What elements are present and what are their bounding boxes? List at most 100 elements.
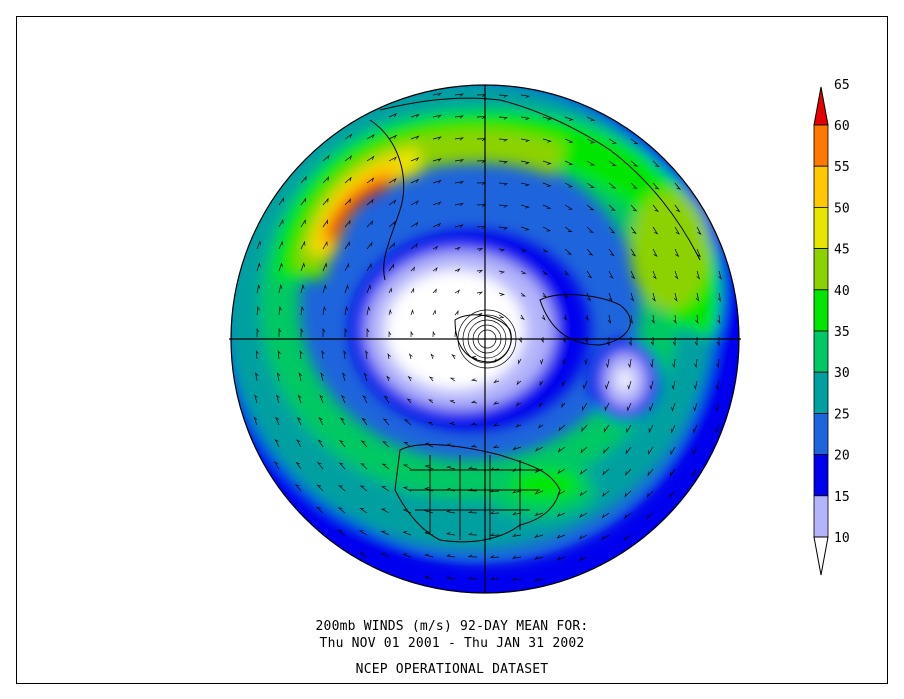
wind-arrow	[652, 226, 659, 235]
wind-arrow	[410, 135, 420, 140]
wind-arrow	[274, 439, 280, 448]
wind-arrow	[339, 440, 346, 448]
wind-arrow	[718, 270, 722, 280]
wind-arrow	[493, 401, 500, 405]
caption-line-3: NCEP OPERATIONAL DATASET	[355, 662, 549, 677]
colorbar-swatch	[813, 248, 829, 291]
wind-arrow	[476, 269, 484, 274]
wind-arrow	[410, 330, 414, 338]
wind-arrow	[299, 349, 303, 360]
wind-arrow	[380, 508, 390, 514]
wind-arrow	[694, 358, 698, 369]
wind-arrow	[539, 380, 544, 387]
wind-arrow	[423, 575, 434, 580]
wind-arrow	[601, 512, 610, 519]
wind-arrow	[715, 402, 720, 412]
wind-arrow	[256, 240, 262, 250]
wind-arrow	[542, 292, 548, 298]
wind-arrow	[670, 446, 676, 456]
wind-arrow	[410, 157, 420, 162]
wind-arrow	[715, 424, 720, 434]
wind-arrow	[366, 198, 374, 206]
wind-arrow	[630, 226, 637, 234]
wind-arrow	[410, 200, 419, 206]
wind-arrow	[432, 201, 442, 206]
wind-arrow	[322, 327, 326, 338]
wind-arrow	[625, 446, 632, 455]
wind-arrow	[454, 202, 464, 207]
wind-arrow	[542, 182, 552, 187]
wind-arrow	[366, 220, 374, 228]
wind-arrow	[607, 314, 612, 324]
wind-arrow	[278, 218, 284, 228]
wind-arrow	[564, 116, 574, 121]
wind-arrow	[449, 399, 456, 404]
wind-arrow	[423, 553, 434, 558]
wind-arrow	[402, 486, 412, 492]
wind-arrow	[339, 417, 346, 426]
wind-arrow	[674, 226, 680, 235]
wind-arrow	[432, 309, 437, 316]
wind-arrow	[454, 309, 459, 316]
wind-arrow	[344, 262, 350, 272]
wind-arrow	[696, 226, 702, 235]
wind-arrow	[358, 552, 368, 558]
wind-arrow	[512, 533, 522, 537]
wind-arrow	[649, 402, 654, 412]
wind-arrow	[561, 380, 566, 387]
wind-arrow	[344, 327, 348, 338]
wind-arrow	[492, 445, 500, 449]
colorbar-tick-label: 20	[834, 449, 850, 464]
wind-arrow	[430, 353, 435, 360]
wind-arrow	[647, 490, 654, 499]
wind-arrow	[338, 485, 346, 492]
wind-arrow	[337, 507, 346, 514]
wind-arrow	[321, 350, 325, 360]
caption-line-1: 200mb WINDS (m/s) 92-DAY MEAN FOR:	[315, 619, 589, 634]
wind-arrow	[715, 380, 720, 391]
wind-arrow	[340, 394, 346, 404]
wind-arrow	[388, 199, 397, 206]
wind-arrow	[694, 336, 698, 347]
wind-arrow	[673, 292, 678, 302]
wind-arrow	[317, 439, 324, 448]
wind-arrow	[608, 204, 616, 211]
wind-arrow	[388, 220, 396, 228]
wind-arrow	[542, 138, 552, 143]
wind-arrow	[716, 358, 720, 369]
wind-arrow	[295, 461, 302, 470]
wind-arrow	[648, 424, 654, 434]
wind-arrow	[516, 380, 522, 386]
wind-arrow	[608, 292, 613, 302]
wind-arrow	[578, 556, 588, 562]
wind-arrow	[489, 511, 500, 515]
wind-arrow	[512, 446, 522, 451]
wind-arrow	[278, 240, 284, 250]
wind-arrow	[424, 442, 434, 448]
colorbar-tick-label: 35	[834, 325, 850, 340]
wind-arrow	[344, 219, 351, 228]
wind-arrow	[344, 133, 353, 140]
wind-arrow	[322, 284, 327, 294]
wind-arrow	[692, 468, 698, 477]
wind-arrow	[409, 353, 413, 360]
wind-arrow	[388, 263, 394, 272]
wind-arrow	[489, 555, 500, 558]
wind-arrow	[255, 372, 259, 382]
wind-arrow	[696, 248, 701, 258]
wind-arrow	[515, 423, 522, 428]
wind-arrow	[276, 372, 281, 382]
wind-arrow	[322, 197, 329, 206]
wind-arrow	[626, 424, 632, 434]
wind-arrow	[454, 246, 461, 251]
wind-arrow	[454, 268, 461, 273]
wind-arrow	[256, 262, 261, 272]
wind-arrow	[410, 266, 415, 272]
wind-arrow	[650, 336, 654, 347]
wind-arrow	[277, 349, 281, 360]
wind-arrow	[366, 155, 375, 162]
wind-arrow	[716, 336, 720, 347]
wind-arrow	[498, 94, 509, 98]
wind-arrow	[344, 241, 350, 250]
